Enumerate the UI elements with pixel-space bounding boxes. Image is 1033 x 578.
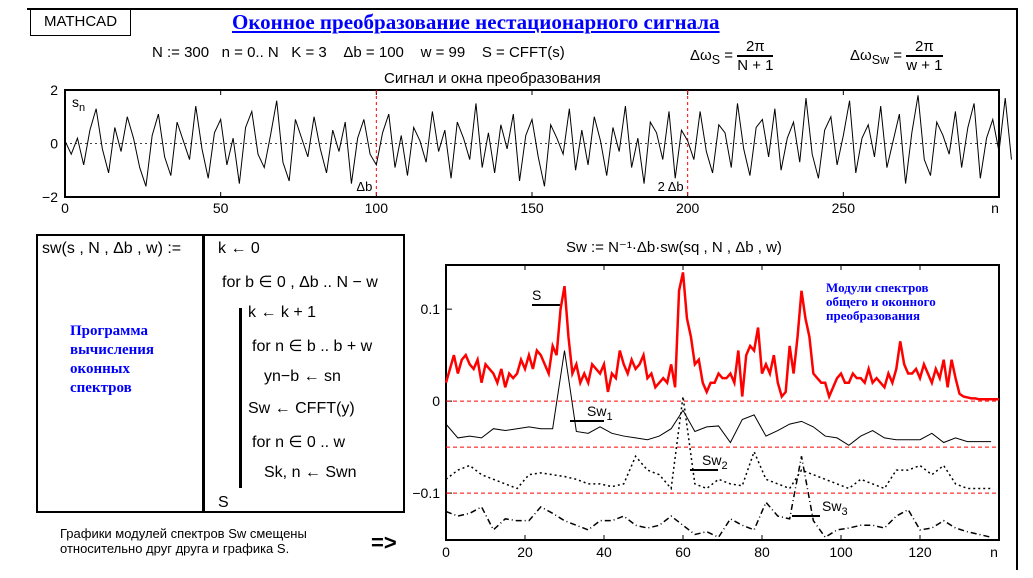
loop-bar <box>239 308 242 488</box>
Sw1-label: Sw1 <box>587 403 613 423</box>
function-header: sw(s , N , Δb , w) := <box>42 240 182 257</box>
mathcad-badge: MATHCAD <box>30 8 131 36</box>
denominator: N + 1 <box>737 57 774 74</box>
code-line: Sw ← CFFT(y) <box>248 400 355 417</box>
comment-line: спектров <box>70 380 132 396</box>
dw-symbol: Δω <box>850 46 872 64</box>
code-line: Sk, n ← Swn <box>264 464 357 481</box>
definitions-row[interactable]: N := 300 n = 0.. N K = 3 Δb = 100 w = 99… <box>152 44 565 61</box>
def-n[interactable]: n = 0.. N <box>221 44 279 61</box>
program-divider <box>202 236 205 511</box>
plot-frame <box>445 264 1000 541</box>
code-line: for n ∈ 0 .. w <box>252 434 346 451</box>
equals: = <box>724 46 734 64</box>
comment-line: оконных <box>70 361 130 377</box>
Sw2-label: Sw2 <box>702 452 728 472</box>
equals: = <box>893 46 903 64</box>
x-tick-label: 80 <box>754 544 770 560</box>
worksheet-frame <box>27 8 1018 570</box>
y-tick-label: −2 <box>42 189 58 205</box>
comment-line: вычисления <box>70 342 155 358</box>
Sw3-label: Sw3 <box>822 498 848 518</box>
S-label: S <box>532 287 541 303</box>
y-tick-label: 0 <box>432 393 440 409</box>
comment-line: Программа <box>70 323 148 339</box>
dw-symbol: Δω <box>690 46 712 64</box>
def-K[interactable]: K = 3 <box>291 44 327 61</box>
denominator: w + 1 <box>906 57 943 74</box>
code-line: for n ∈ b .. b + w <box>252 338 373 355</box>
signal-plot-title: Сигнал и окна преобразования <box>384 70 601 87</box>
window-marker-label: Δb <box>356 179 372 194</box>
numerator: 2π <box>906 38 943 57</box>
code-line: yn−b ← sn <box>264 368 341 385</box>
x-tick-label: 50 <box>213 200 229 216</box>
arrow-right: => <box>371 530 397 555</box>
numerator: 2π <box>737 38 774 57</box>
annotation-line: преобразования <box>826 308 921 323</box>
code-line: for b ∈ 0 , Δb .. N − w <box>222 274 378 291</box>
x-axis-label: n <box>991 200 999 216</box>
signal-line <box>64 95 1012 187</box>
x-tick-label: 120 <box>908 544 932 560</box>
x-tick-label: 0 <box>61 200 69 216</box>
window-marker-label: 2 Δb <box>658 179 684 194</box>
y-tick-label: 0 <box>50 136 58 152</box>
spectrum-annotation: Модули спектров общего и оконного преобр… <box>826 281 936 323</box>
x-tick-label: 0 <box>442 544 450 560</box>
code-line: k ← 0 <box>218 240 260 257</box>
spectrum-sw2-line <box>445 396 992 491</box>
def-db[interactable]: Δb = 100 <box>343 44 404 61</box>
x-tick-label: 150 <box>520 200 544 216</box>
page-title[interactable]: Оконное преобразование нестационарного с… <box>232 10 720 34</box>
def-S[interactable]: S = CFFT(s) <box>481 44 565 61</box>
footer-note: Графики модулей спектров Sw смещены отно… <box>60 526 307 556</box>
dw-s-formula[interactable]: ΔωS = 2π N + 1 <box>690 38 774 74</box>
x-axis-label: n <box>990 544 998 560</box>
x-tick-label: 100 <box>829 544 853 560</box>
footer-line: относительно друг друга и графика S. <box>60 541 290 556</box>
x-tick-label: 60 <box>675 544 691 560</box>
dw-sub: Sw <box>871 52 890 67</box>
y-tick-label: 0.1 <box>421 301 441 317</box>
spectrum-sw3-line <box>445 456 992 539</box>
spectrum-formula[interactable]: Sw := N⁻¹·Δb·sw(sq , N , Δb , w) <box>566 239 782 256</box>
x-tick-label: 100 <box>365 200 389 216</box>
x-tick-label: 40 <box>596 544 612 560</box>
annotation-line: общего и оконного <box>826 294 936 309</box>
x-tick-label: 250 <box>832 200 856 216</box>
footer-line: Графики модулей спектров Sw смещены <box>60 526 307 541</box>
def-N[interactable]: N := 300 <box>152 44 210 61</box>
program-comment: Программа вычисления оконных спектров <box>70 322 154 398</box>
program-block[interactable]: sw(s , N , Δb , w) := Программа вычислен… <box>36 234 405 513</box>
fraction: 2π N + 1 <box>737 38 774 74</box>
y-tick-label: 2 <box>50 82 58 98</box>
x-tick-label: 200 <box>676 200 700 216</box>
signal-label: sn <box>72 94 85 114</box>
dw-sub: S <box>711 52 721 67</box>
fraction: 2π w + 1 <box>906 38 943 74</box>
def-w[interactable]: w = 99 <box>420 44 466 61</box>
annotation-line: Модули спектров <box>826 280 929 295</box>
dw-sw-formula[interactable]: ΔωSw = 2π w + 1 <box>850 38 943 74</box>
code-line: k ← k + 1 <box>248 304 317 321</box>
x-tick-label: 20 <box>517 544 533 560</box>
spectrum-S-line <box>444 272 999 401</box>
spectrum-sw1-line <box>445 350 992 446</box>
y-tick-label: −0.1 <box>412 485 440 501</box>
code-line: S <box>218 494 229 511</box>
